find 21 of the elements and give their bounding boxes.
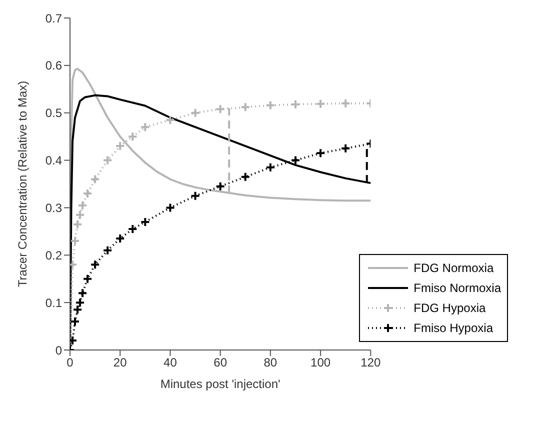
x-tick-label: 0	[66, 356, 74, 370]
x-tick-label: 60	[214, 356, 228, 370]
y-tick-label: 0.7	[45, 11, 62, 26]
x-axis-title: Minutes post 'injection'	[160, 377, 280, 391]
y-tick-label: 0.1	[45, 296, 62, 310]
y-tick-label: 0.6	[45, 58, 62, 73]
x-tick-label: 40	[164, 356, 178, 370]
y-tick-label: 0.5	[45, 106, 62, 120]
y-tick-label: 0	[55, 343, 62, 358]
legend-label: Fmiso Hypoxia	[414, 321, 493, 335]
x-tick-label: 20	[113, 356, 128, 370]
legend-label: Fmiso Normoxia	[414, 281, 501, 295]
legend-label: FDG Normoxia	[414, 261, 494, 275]
x-tick-label: 100	[310, 356, 331, 370]
x-tick-label: 120	[360, 356, 381, 370]
y-tick-label: 0.4	[45, 154, 62, 168]
y-tick-label: 0.3	[45, 200, 62, 215]
y-axis-title: Tracer Concentration (Relative to Max)	[15, 80, 30, 288]
x-tick-label: 80	[264, 356, 278, 370]
y-tick-label: 0.2	[45, 248, 62, 262]
legend-label: FDG Hypoxia	[414, 301, 486, 315]
